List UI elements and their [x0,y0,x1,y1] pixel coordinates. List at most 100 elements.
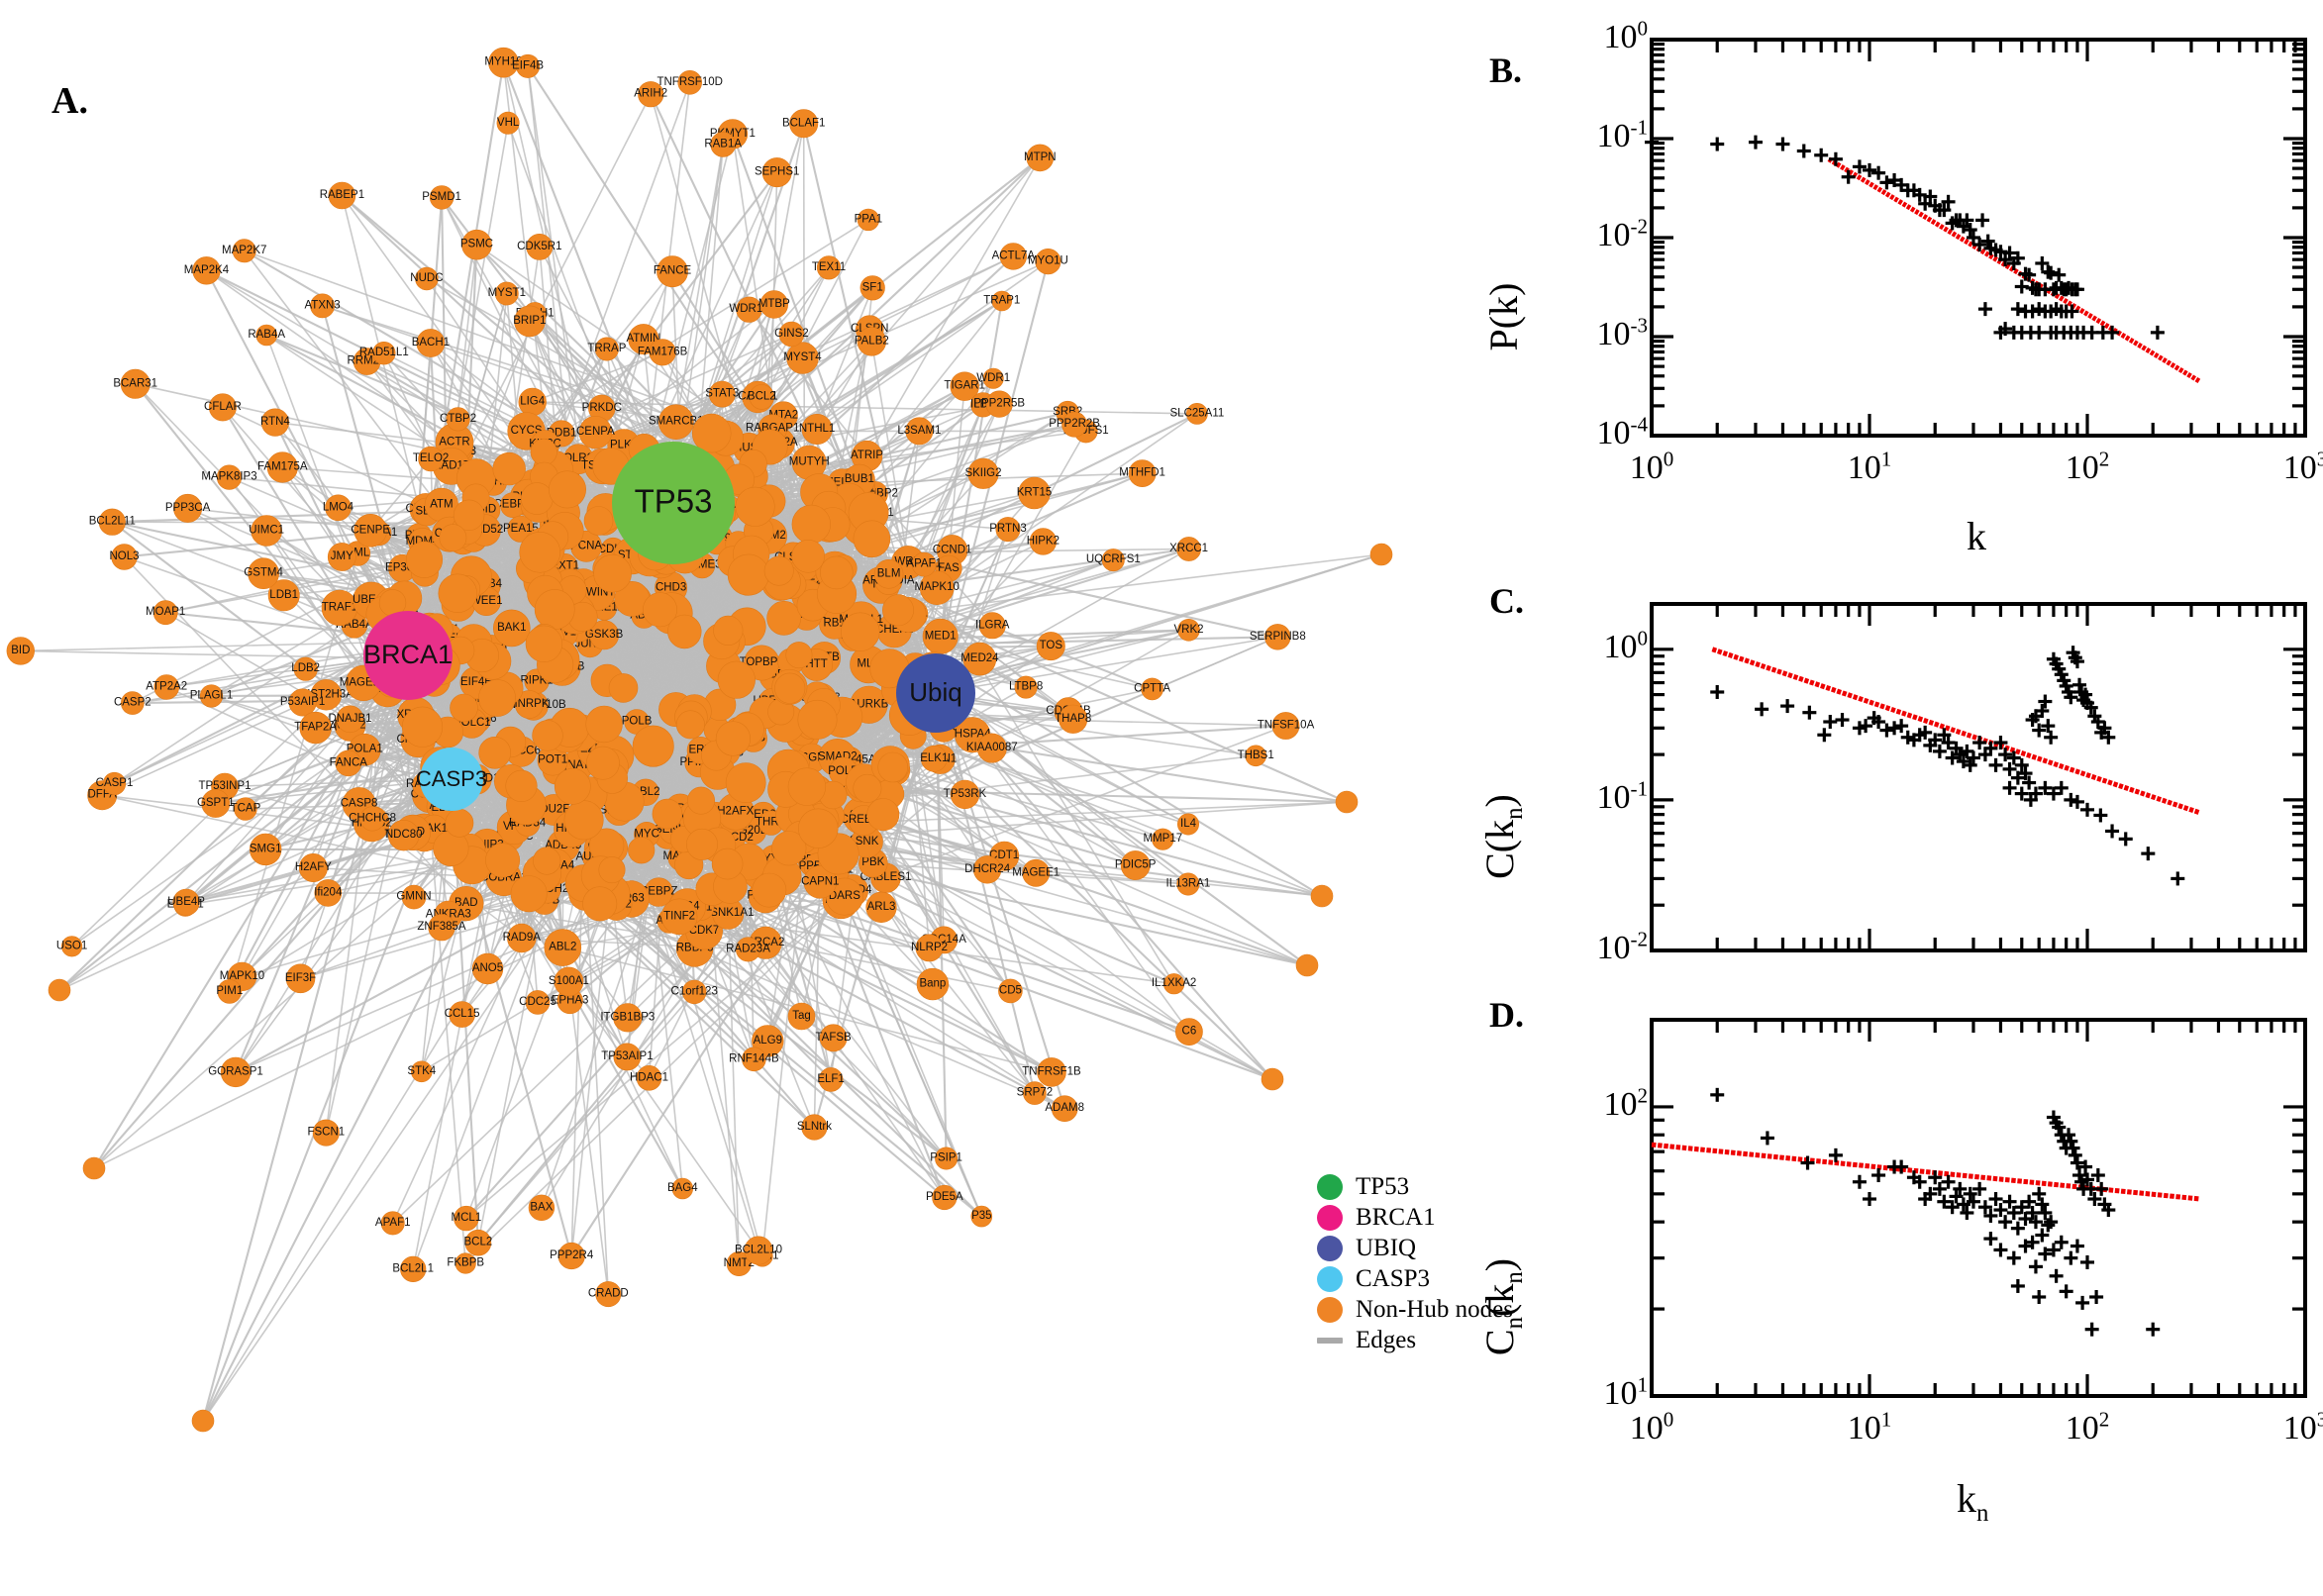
fit-line-segment [1836,688,1842,695]
fit-line-segment [2042,757,2049,764]
fit-line-segment [2186,371,2192,379]
data-point [2022,775,2037,790]
fit-line-segment [2031,753,2038,760]
y-tick-label: 10-1 [1596,776,1648,816]
fit-line-segment [1814,681,1821,688]
hub-node-brca1[interactable] [363,611,453,700]
data-point [2018,766,2033,781]
fit-line-segment [2172,801,2178,808]
panel-b-letter: B. [1489,50,1523,90]
fit-line-segment [1744,657,1750,664]
data-point [2118,832,2133,847]
fit-line-segment [1792,673,1799,681]
legend-label: TP53 [1356,1172,1410,1200]
fit-line-segment [1906,712,1913,719]
data-point [1972,736,1987,750]
x-axis-title: k [1967,514,1986,558]
data-point [2022,1194,2037,1209]
fit-line-segment [2063,298,2069,305]
y-axis-title: C(kn) [1477,794,1528,879]
fit-line-segment [2074,768,2080,775]
data-point [1998,748,2013,762]
data-point [1828,1147,1843,1162]
fit-line-segment [1809,679,1815,686]
data-point [1956,1197,1970,1212]
data-point [2052,267,2067,282]
fit-line-segment [2167,799,2172,806]
fit-line-segment [1928,719,1935,726]
legend: TP53 BRCA1 UBIQ CASP3 Non-Hub nodes Edge… [1317,1171,1513,1355]
fit-line-segment [1968,241,1973,248]
data-point [1941,1174,1956,1189]
fit-line-segment [2013,268,2019,275]
data-point [2010,1278,2025,1293]
data-point [1960,744,1974,758]
data-point [1852,1174,1867,1189]
data-point [1977,302,1992,317]
data-point [1871,1168,1886,1183]
fit-line-segment [2118,783,2124,790]
legend-swatch-brca1 [1317,1204,1343,1231]
legend-label: CASP3 [1356,1264,1431,1292]
fit-line-segment [2177,366,2184,374]
data-point [2035,1228,2050,1243]
data-point [2022,267,2037,282]
fit-line-segment [1964,239,1970,246]
data-point [1863,1192,1876,1207]
panel-b-plot [1645,38,2307,438]
y-tick-label: 10-1 [1596,115,1648,154]
fit-line-segment [2054,293,2061,300]
fit-line-segment [1835,161,1842,168]
x-tick-label: 100 [1629,447,1674,486]
data-point [1932,1181,1947,1196]
fit-line-segment [2107,779,2113,786]
fit-line-segment [1858,695,1864,703]
data-point [2064,690,2078,705]
data-point [1937,1194,1952,1209]
data-point [1780,699,1795,714]
data-point [2105,325,2120,340]
fit-line-segment [2069,766,2075,773]
fit-line-segment [1966,732,1972,739]
fit-line-segment [1947,229,1954,236]
fit-line-segment [1738,655,1745,662]
data-point [1645,135,1659,150]
fit-line-segment [1971,734,1977,741]
data-point [2041,719,2056,734]
data-point [1748,135,1763,150]
data-point [1912,1174,1927,1189]
data-point [2010,302,2025,317]
data-point [1814,148,1829,162]
hub-node-tp53[interactable] [612,442,735,564]
data-point [2006,1250,2021,1265]
fit-line-segment [2091,315,2097,322]
fit-line-segment [1909,206,1916,213]
fit-line-segment [1798,675,1804,682]
fit-line-segment [1852,694,1859,701]
fit-line-segment [1879,703,1885,710]
fit-line-segment [1781,670,1788,677]
fit-line-segment [2090,773,2097,780]
fit-line-segment [1895,708,1902,715]
data-point [1993,325,2008,340]
panel-a-network: A. HIST2H3ACSTF2CARM1MED1MSH3RNF8ERCC6LI… [6,47,1393,1433]
data-point [2025,304,2040,319]
fit-line-segment [1983,250,1990,257]
fit-line-segment [1889,194,1895,201]
fit-line-segment [1944,725,1951,732]
hub-node-ubiq[interactable] [896,653,975,733]
x-tick-label: 100 [1629,1407,1674,1446]
fit-line-segment [1934,721,1940,728]
data-point [1988,757,2003,772]
fit-line-segment [2026,751,2032,758]
hub-node-casp3[interactable] [420,748,483,811]
fit-line-segment [1841,690,1848,697]
fit-line-segment [1830,686,1837,693]
data-point [1710,137,1725,151]
data-point [2014,757,2029,772]
data-point [2070,1155,2084,1170]
fit-line-segment [1923,718,1929,725]
data-point [2068,1147,2082,1162]
fit-line-segment [1770,666,1777,673]
data-point [1923,189,1938,204]
